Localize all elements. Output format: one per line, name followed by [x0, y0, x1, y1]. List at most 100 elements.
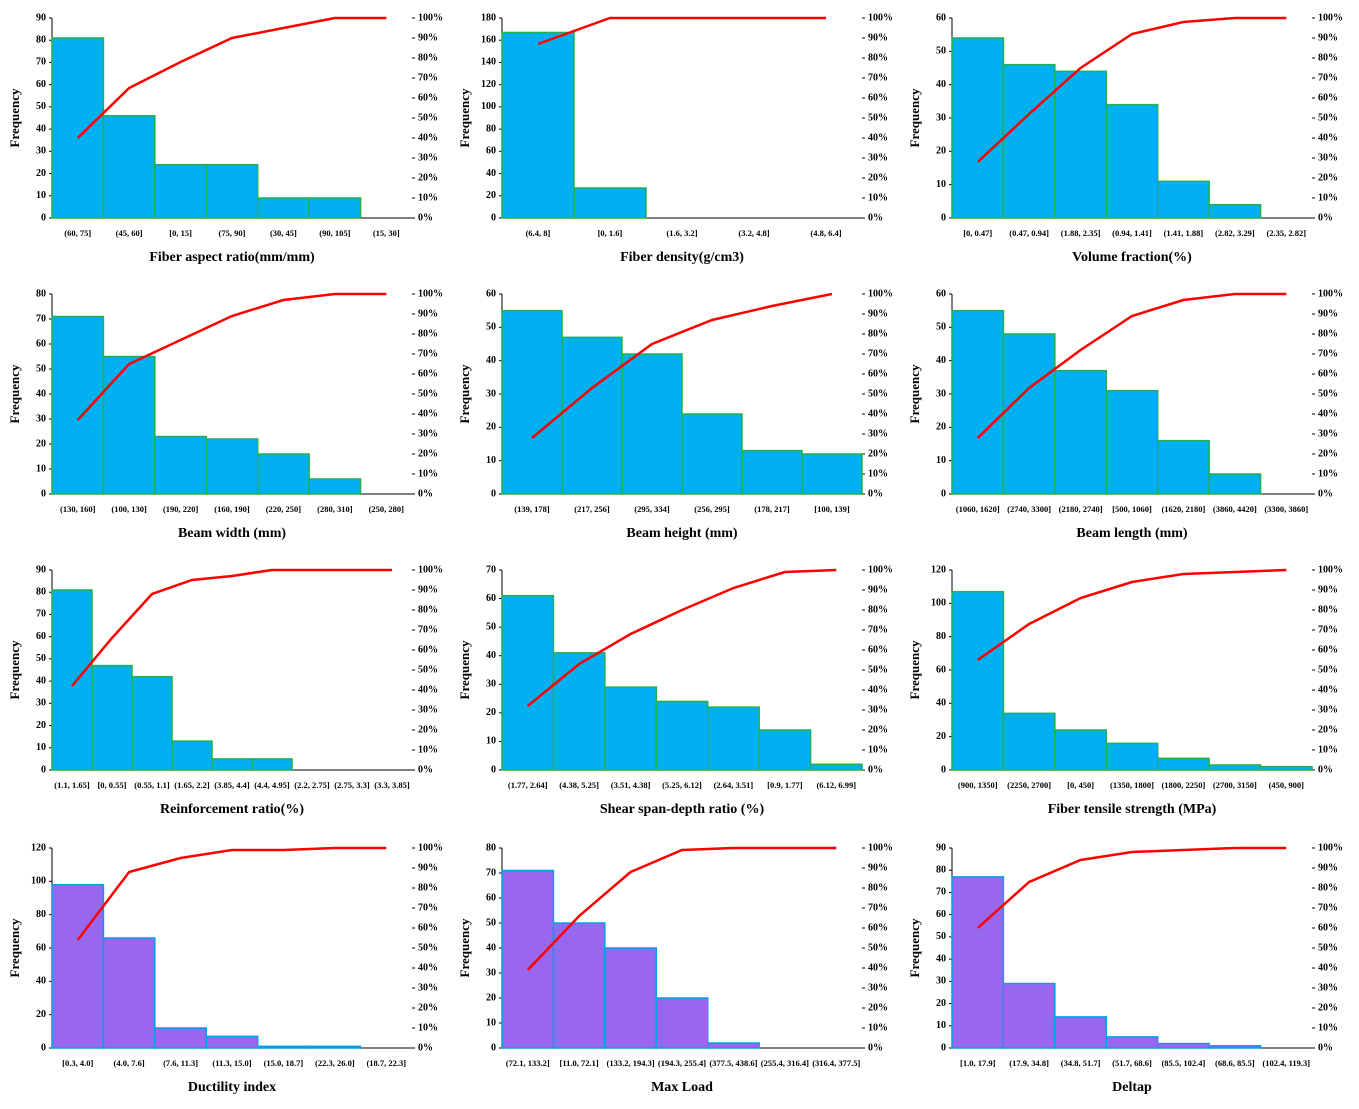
y-tick-label: 50 [486, 621, 496, 632]
y-tick-label: 30 [936, 112, 946, 123]
x-axis-label: Beam length (mm) [1076, 526, 1188, 541]
y2-tick-label: 20% [1318, 172, 1338, 183]
y2-tick-label: 20% [868, 1002, 888, 1013]
y2-tick-label: 70% [868, 902, 888, 913]
bar [171, 740, 213, 771]
y2-tick-label: 100% [868, 564, 893, 575]
y-tick-label: 60 [936, 664, 946, 675]
bar [1156, 180, 1210, 219]
bar [951, 590, 1005, 771]
y-axis-label: Frequency [907, 88, 922, 147]
y2-tick-label: 0% [1318, 212, 1333, 223]
y-tick-label: 30 [936, 388, 946, 399]
y-tick-label: 40 [486, 650, 496, 661]
y2-tick-label: 80% [1318, 328, 1338, 339]
y-axis-label: Frequency [7, 640, 22, 699]
y2-tick-label: 50% [1318, 112, 1338, 123]
y2-tick-label: 70% [1318, 624, 1338, 635]
x-axis-label: Fiber density(g/cm3) [620, 250, 744, 265]
y2-tick-label: 30% [868, 704, 888, 715]
y2-tick-label: 40% [868, 408, 888, 419]
y-tick-label: 20 [936, 731, 946, 742]
y2-tick-label: 80% [868, 604, 888, 615]
x-tick-label: (1.6, 3.2] [666, 228, 697, 238]
bar [552, 652, 606, 771]
x-tick-label: (3.3, 3.85] [374, 780, 410, 790]
y2-tick-label: 10% [868, 468, 888, 479]
y2-tick-label: 10% [418, 744, 438, 755]
bar [1105, 103, 1159, 219]
y2-tick-label: 40% [1318, 962, 1338, 973]
y2-tick-label: 70% [868, 624, 888, 635]
bar [102, 355, 156, 495]
x-tick-label: (68.6, 85.5] [1215, 1058, 1255, 1068]
x-axis-label: Deltap [1112, 1080, 1152, 1095]
y-tick-label: 70 [36, 609, 46, 620]
y-tick-label: 0 [41, 212, 46, 223]
y-tick-label: 30 [36, 413, 46, 424]
y2-tick-label: 60% [1318, 92, 1338, 103]
x-tick-label: (11.3, 15.0] [212, 1058, 251, 1068]
y2-tick-label: 60% [418, 922, 438, 933]
y-tick-label: 40 [936, 355, 946, 366]
y-tick-label: 40 [36, 976, 46, 987]
y2-tick-label: 90% [418, 32, 438, 43]
bar [655, 997, 709, 1049]
x-tick-label: (2250, 2700] [1007, 780, 1051, 790]
y2-tick-label: 100% [1318, 842, 1343, 853]
x-tick-label: (6.4, 8] [526, 228, 551, 238]
y-tick-label: 20 [486, 422, 496, 433]
y2-tick-label: 60% [868, 922, 888, 933]
y-tick-label: 80 [936, 865, 946, 876]
x-tick-label: (3.85, 4.4] [214, 780, 250, 790]
y-tick-label: 40 [936, 698, 946, 709]
y2-tick-label: 100% [418, 564, 443, 575]
y2-tick-label: 50% [418, 388, 438, 399]
y2-tick-label: 20% [868, 448, 888, 459]
y-tick-label: 50 [36, 101, 46, 112]
bar [1156, 439, 1210, 495]
y2-tick-label: 0% [868, 212, 883, 223]
y-axis-label: Frequency [7, 364, 22, 423]
y-axis-label: Frequency [907, 364, 922, 423]
y-axis-label: Frequency [7, 88, 22, 147]
x-tick-label: (0.47, 0.94] [1009, 228, 1049, 238]
y-tick-label: 60 [486, 892, 496, 903]
y-tick-label: 80 [36, 35, 46, 46]
y-tick-label: 0 [941, 212, 946, 223]
x-tick-label: (7.6, 11.3] [163, 1058, 198, 1068]
y2-tick-label: 90% [868, 308, 888, 319]
bar [758, 729, 812, 771]
x-tick-label: (3860, 4420] [1213, 504, 1257, 514]
y-tick-label: 120 [31, 842, 46, 853]
x-axis-label: Ductility index [188, 1080, 276, 1095]
x-tick-label: (18.7, 22.3] [366, 1058, 406, 1068]
y-tick-label: 80 [936, 631, 946, 642]
bar [1002, 712, 1056, 771]
bar [154, 435, 208, 495]
y2-tick-label: 70% [1318, 348, 1338, 359]
bar [573, 187, 647, 219]
y-tick-label: 60 [36, 942, 46, 953]
bar [951, 876, 1005, 1049]
y2-tick-label: 100% [868, 12, 893, 23]
y-tick-label: 100 [31, 876, 46, 887]
bar [741, 449, 803, 495]
x-tick-label: (2.2, 2.75] [294, 780, 330, 790]
x-tick-label: (4.8, 6.4] [810, 228, 841, 238]
x-tick-label: (2.35, 2.82] [1266, 228, 1306, 238]
y2-tick-label: 20% [418, 172, 438, 183]
y-tick-label: 100 [481, 101, 496, 112]
bar [308, 1045, 362, 1049]
cumulative-line [71, 568, 392, 687]
y-tick-label: 60 [486, 288, 496, 299]
y-tick-label: 90 [36, 12, 46, 23]
y2-tick-label: 70% [418, 902, 438, 913]
y-tick-label: 60 [936, 909, 946, 920]
x-tick-label: [0, 0.47] [963, 228, 992, 238]
y2-tick-label: 80% [418, 328, 438, 339]
x-tick-label: [0, 1.6] [598, 228, 623, 238]
y2-tick-label: 100% [1318, 288, 1343, 299]
y2-tick-label: 10% [1318, 744, 1338, 755]
y2-tick-label: 20% [868, 724, 888, 735]
